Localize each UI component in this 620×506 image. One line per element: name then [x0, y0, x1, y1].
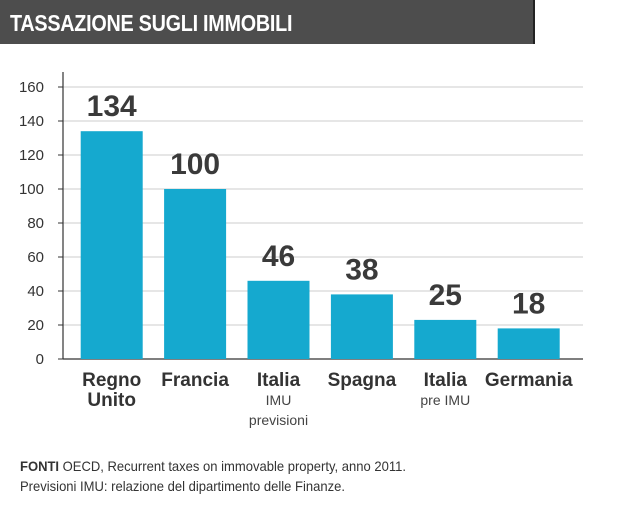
source-note: Previsioni IMU: relazione del dipartimen…: [20, 478, 345, 494]
y-tick-label: 40: [27, 283, 44, 300]
bar: [164, 189, 227, 359]
category-label: Spagna: [328, 370, 397, 391]
y-tick-label: 0: [36, 351, 44, 368]
bar: [497, 328, 560, 359]
y-tick-label: 80: [27, 215, 44, 232]
data-label: 46: [262, 240, 295, 273]
data-label: 134: [87, 90, 137, 123]
source-line: FONTI OECD, Recurrent taxes on immovable…: [20, 456, 406, 476]
category-label: Italia: [257, 370, 301, 391]
category-label: Unito: [87, 390, 136, 411]
y-tick-label: 100: [19, 181, 44, 198]
y-tick-label: 140: [19, 113, 44, 130]
header-banner: TASSAZIONE SUGLI IMMOBILI: [0, 0, 535, 44]
y-tick-label: 20: [27, 317, 44, 334]
data-label: 100: [170, 148, 220, 181]
data-label: 25: [429, 279, 462, 312]
chart-title: TASSAZIONE SUGLI IMMOBILI: [10, 10, 293, 36]
data-label: 38: [345, 253, 378, 286]
category-sublabel: previsioni: [249, 412, 308, 428]
category-label: Francia: [161, 370, 229, 391]
data-label: 18: [512, 287, 545, 320]
category-sublabel: IMU: [266, 392, 292, 408]
y-tick-label: 160: [19, 79, 44, 96]
source-label: FONTI: [20, 458, 60, 474]
category-label: Regno: [82, 370, 141, 391]
bar: [80, 131, 143, 359]
bar: [247, 280, 310, 359]
bar: [414, 319, 477, 359]
category-label: Italia: [424, 370, 468, 391]
footer-source: FONTI OECD, Recurrent taxes on immovable…: [20, 456, 406, 496]
category-sublabel: pre IMU: [420, 392, 470, 408]
bar: [330, 294, 393, 359]
source-text: OECD, Recurrent taxes on immovable prope…: [62, 458, 406, 474]
category-label: Germania: [485, 370, 573, 391]
y-tick-label: 120: [19, 147, 44, 164]
y-tick-label: 60: [27, 249, 44, 266]
